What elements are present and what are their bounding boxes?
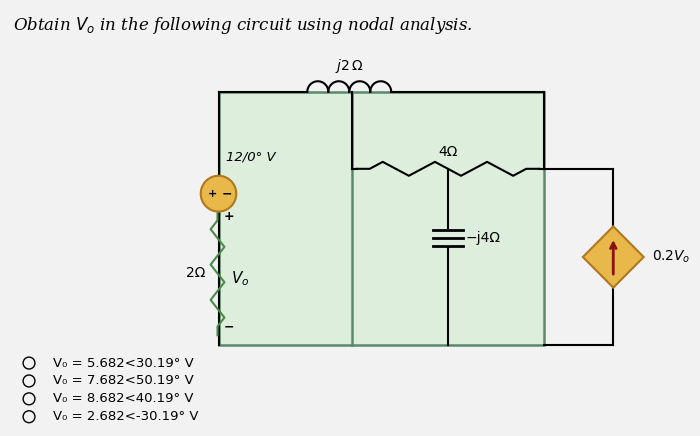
FancyBboxPatch shape <box>218 92 544 345</box>
Text: +: + <box>208 189 217 199</box>
Text: V₀ = 8.682<40.19° V: V₀ = 8.682<40.19° V <box>52 392 193 405</box>
Text: 4Ω: 4Ω <box>438 145 458 159</box>
Text: 2Ω: 2Ω <box>186 266 206 280</box>
Text: 0.2$V_o$: 0.2$V_o$ <box>652 249 690 265</box>
Text: 12/0° V: 12/0° V <box>226 151 276 164</box>
Text: V₀ = 7.682<50.19° V: V₀ = 7.682<50.19° V <box>52 375 193 388</box>
Text: $V_o$: $V_o$ <box>231 269 250 288</box>
Text: $j2\,\Omega$: $j2\,\Omega$ <box>335 57 363 75</box>
Text: V₀ = 2.682<-30.19° V: V₀ = 2.682<-30.19° V <box>52 410 198 423</box>
Text: V₀ = 5.682<30.19° V: V₀ = 5.682<30.19° V <box>52 357 193 370</box>
Circle shape <box>201 176 237 211</box>
Polygon shape <box>583 226 644 288</box>
Text: −j4Ω: −j4Ω <box>466 232 500 245</box>
Text: +: + <box>223 210 234 223</box>
Text: Obtain $V_o$ in the following circuit using nodal analysis.: Obtain $V_o$ in the following circuit us… <box>13 15 473 36</box>
Text: −: − <box>221 187 232 200</box>
Text: −: − <box>223 321 234 334</box>
